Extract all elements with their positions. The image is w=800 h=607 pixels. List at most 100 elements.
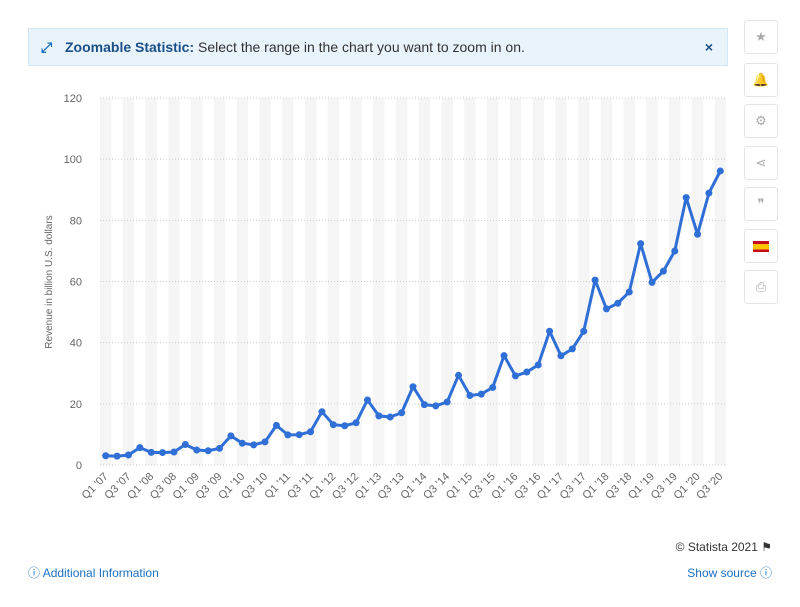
banner-text: Select the range in the chart you want t…	[198, 39, 525, 55]
point	[181, 441, 189, 449]
point	[136, 444, 144, 452]
band	[395, 98, 408, 465]
y-tick-label: 60	[70, 277, 82, 289]
favorite-button[interactable]: ★	[744, 20, 778, 54]
band	[600, 98, 613, 465]
band	[669, 98, 681, 465]
point	[591, 276, 599, 284]
point	[284, 431, 292, 439]
point	[124, 451, 132, 459]
settings-button[interactable]: ⚙	[744, 104, 778, 138]
point	[329, 421, 337, 429]
zoom-banner: ⤢ Zoomable Statistic: Select the range i…	[28, 28, 728, 66]
language-button[interactable]	[744, 229, 778, 263]
point	[455, 371, 463, 379]
point	[386, 413, 394, 421]
point	[466, 392, 474, 400]
banner-title: Zoomable Statistic:	[65, 39, 195, 55]
point	[568, 345, 576, 353]
point	[557, 352, 565, 360]
band	[350, 98, 362, 465]
point	[352, 419, 360, 427]
band	[213, 98, 226, 465]
point	[363, 396, 371, 404]
point	[546, 327, 554, 335]
point	[204, 447, 212, 455]
point	[261, 438, 269, 446]
copyright: © Statista 2021 ⚑	[675, 540, 772, 554]
point	[614, 299, 622, 307]
point	[511, 372, 519, 380]
point	[238, 439, 246, 447]
point	[671, 247, 679, 255]
band	[282, 98, 294, 465]
point	[193, 446, 201, 454]
point	[625, 288, 633, 296]
y-tick-label: 40	[70, 338, 82, 350]
point	[443, 398, 451, 406]
close-button[interactable]: ×	[704, 39, 713, 55]
share-button[interactable]: ⋖	[744, 146, 778, 180]
point	[694, 230, 702, 238]
point	[147, 448, 155, 456]
point	[659, 267, 667, 275]
alert-button[interactable]: 🔔	[744, 63, 778, 97]
band	[623, 98, 635, 465]
point	[102, 452, 110, 460]
point	[159, 449, 167, 457]
band	[168, 98, 180, 465]
point	[637, 240, 645, 248]
point	[489, 383, 497, 391]
y-tick-label: 0	[76, 460, 82, 472]
band	[714, 98, 726, 465]
point	[477, 390, 485, 398]
y-tick-label: 80	[70, 215, 82, 227]
point	[227, 432, 235, 440]
y-axis-label: Revenue in billion U.S. dollars	[44, 215, 55, 348]
point	[272, 421, 280, 429]
point	[705, 189, 713, 197]
point	[375, 412, 383, 420]
point	[602, 305, 610, 313]
point	[716, 167, 724, 175]
point	[648, 278, 656, 286]
point	[398, 409, 406, 417]
point	[534, 361, 542, 369]
additional-info-link[interactable]: ⓘ Additional Information	[28, 566, 159, 580]
point	[170, 448, 178, 456]
point	[500, 352, 508, 360]
point	[409, 383, 417, 391]
point	[250, 441, 258, 449]
point	[523, 368, 531, 376]
zoom-icon: ⤢	[41, 39, 53, 55]
point	[295, 431, 303, 439]
point	[432, 402, 440, 410]
print-button[interactable]: ⎙	[744, 270, 778, 304]
point	[420, 401, 428, 409]
point	[216, 444, 224, 452]
band	[486, 98, 499, 465]
y-tick-label: 100	[64, 154, 82, 166]
point	[580, 327, 588, 335]
y-tick-label: 20	[70, 399, 82, 411]
y-tick-label: 120	[64, 93, 82, 105]
band	[122, 98, 135, 465]
copyright-text: © Statista 2021	[675, 540, 758, 554]
point	[682, 194, 690, 202]
show-source-link[interactable]: Show source ⓘ	[687, 566, 772, 580]
band	[236, 98, 248, 465]
band	[373, 98, 385, 465]
additional-info-text: Additional Information	[42, 566, 159, 580]
point	[113, 452, 121, 460]
band	[509, 98, 522, 465]
band	[555, 98, 567, 465]
band	[327, 98, 340, 465]
band	[441, 98, 453, 465]
cite-button[interactable]: ❞	[744, 187, 778, 221]
x-tick-label: Q3 '20	[694, 471, 725, 502]
point	[341, 422, 349, 430]
show-source-text: Show source	[687, 566, 757, 580]
band	[100, 98, 112, 465]
point	[318, 408, 326, 416]
